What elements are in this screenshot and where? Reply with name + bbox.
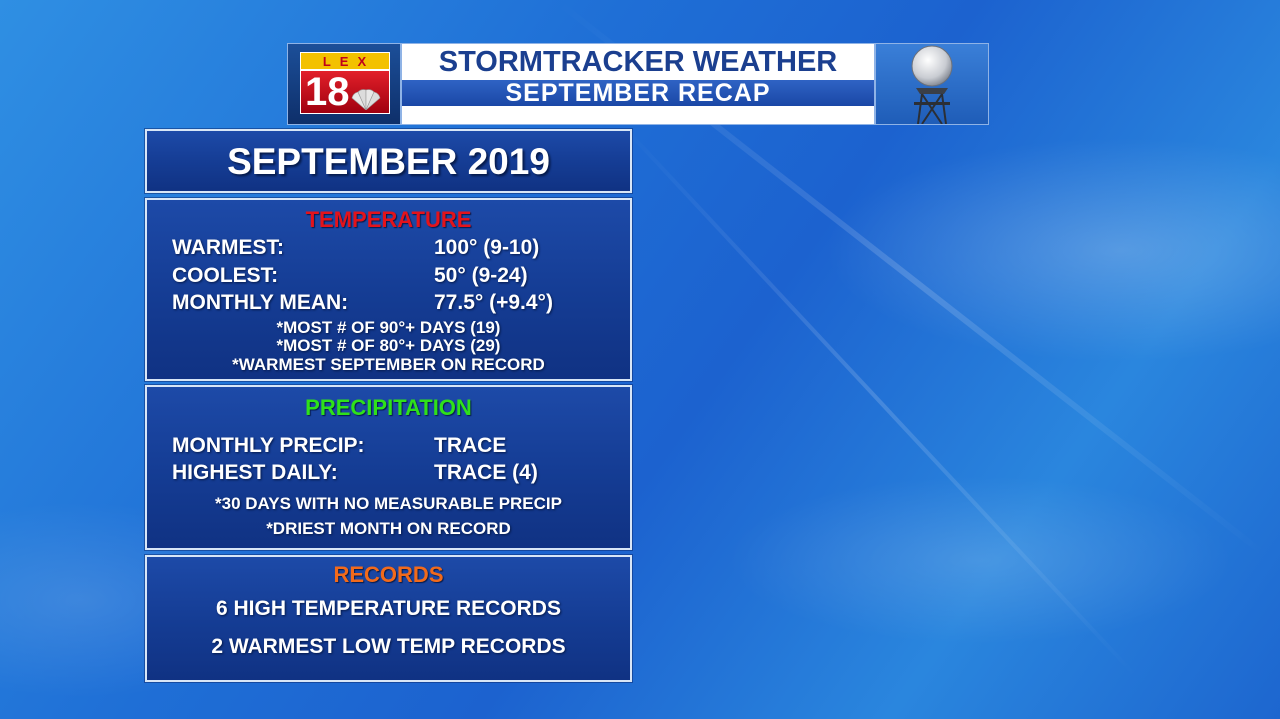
records-line: 6 HIGH TEMPERATURE RECORDS	[216, 597, 561, 620]
peacock-icon	[351, 89, 381, 110]
temperature-row-warmest: WARMEST: 100° (9-10)	[172, 236, 612, 262]
records-panel: RECORDS 6 HIGH TEMPERATURE RECORDS 2 WAR…	[145, 555, 632, 682]
temperature-note: *MOST # OF 90°+ DAYS (19)	[276, 318, 501, 337]
row-value: 77.5° (+9.4°)	[434, 291, 553, 314]
row-label: WARMEST:	[172, 236, 284, 259]
temperature-note: *WARMEST SEPTEMBER ON RECORD	[232, 355, 545, 374]
temperature-heading: TEMPERATURE	[305, 207, 472, 232]
month-title: SEPTEMBER 2019	[227, 141, 550, 182]
station-logo: LEX 18	[287, 43, 401, 125]
header-title: STORMTRACKER WEATHER	[438, 46, 838, 78]
header-subtitle: SEPTEMBER RECAP	[402, 80, 874, 106]
precipitation-panel: PRECIPITATION MONTHLY PRECIP: TRACE HIGH…	[145, 385, 632, 550]
month-panel: SEPTEMBER 2019	[145, 129, 632, 193]
doppler-radar-logo	[875, 43, 989, 125]
temperature-note: *MOST # OF 80°+ DAYS (29)	[276, 336, 501, 355]
temperature-row-mean: MONTHLY MEAN: 77.5° (+9.4°)	[172, 291, 612, 317]
radar-tower-icon	[911, 45, 953, 125]
records-line: 2 WARMEST LOW TEMP RECORDS	[211, 635, 566, 658]
temperature-panel: TEMPERATURE WARMEST: 100° (9-10) COOLEST…	[145, 198, 632, 381]
row-value: 50° (9-24)	[434, 264, 528, 287]
broadcast-header: LEX 18 STORMTRACKER WEATHER SEPTEMBER RE…	[287, 43, 989, 125]
precip-row-highest: HIGHEST DAILY: TRACE (4)	[172, 461, 612, 487]
station-logo-lex: LEX	[300, 52, 390, 70]
background-streak	[617, 120, 1139, 679]
row-value: TRACE	[434, 434, 507, 457]
row-value: 100° (9-10)	[434, 236, 540, 259]
records-heading: RECORDS	[333, 562, 444, 587]
precip-row-monthly: MONTHLY PRECIP: TRACE	[172, 434, 612, 460]
row-value: TRACE (4)	[434, 461, 538, 484]
precipitation-heading: PRECIPITATION	[305, 395, 472, 420]
temperature-row-coolest: COOLEST: 50° (9-24)	[172, 264, 612, 290]
precip-note: *DRIEST MONTH ON RECORD	[266, 519, 511, 538]
row-label: HIGHEST DAILY:	[172, 461, 338, 484]
row-label: MONTHLY MEAN:	[172, 291, 349, 314]
row-label: COOLEST:	[172, 264, 279, 287]
precip-note: *30 DAYS WITH NO MEASURABLE PRECIP	[215, 494, 562, 513]
header-title-band: STORMTRACKER WEATHER SEPTEMBER RECAP	[401, 43, 875, 125]
row-label: MONTHLY PRECIP:	[172, 434, 365, 457]
